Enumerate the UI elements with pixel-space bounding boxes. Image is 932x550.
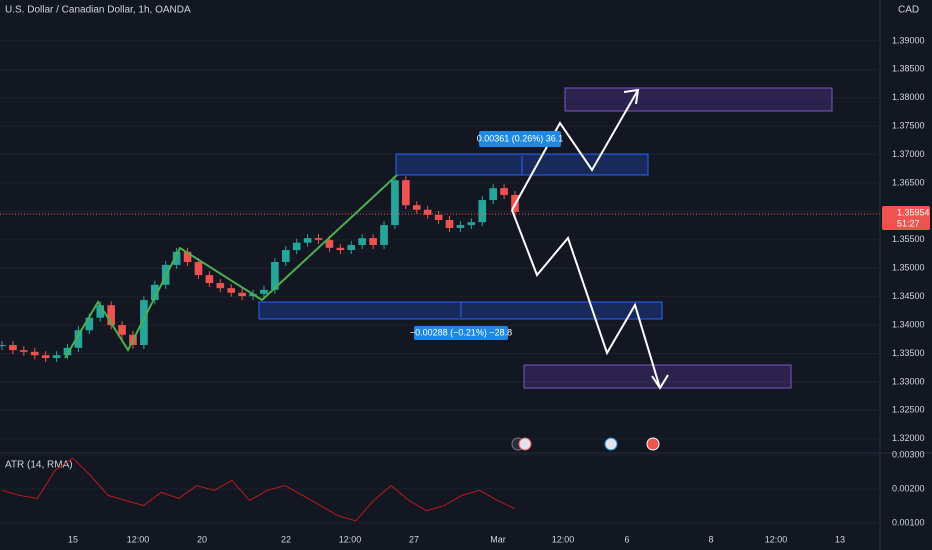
candle <box>140 300 148 346</box>
candle <box>41 355 50 359</box>
candle <box>325 239 334 248</box>
candle <box>336 247 345 251</box>
candle <box>271 262 279 290</box>
candle <box>347 244 356 251</box>
x-tick-label: 12:00 <box>127 534 150 544</box>
chart-title: U.S. Dollar / Canadian Dollar, 1h, OANDA <box>5 5 191 16</box>
event-icon[interactable] <box>604 437 618 451</box>
candle <box>445 219 454 228</box>
candle <box>369 238 377 245</box>
price-tag <box>882 206 930 231</box>
indicator-title: ATR (14, RMA) <box>5 460 73 471</box>
candle <box>303 238 312 243</box>
down-arrow-head <box>651 374 669 390</box>
x-tick-label: Mar <box>490 534 506 544</box>
x-tick-label: 22 <box>281 534 291 544</box>
candle <box>85 317 94 331</box>
candle <box>52 355 61 359</box>
y-tick-label: 0.00300 <box>892 449 925 459</box>
y-tick-label: 1.33000 <box>892 376 925 386</box>
y-tick-label: 1.32500 <box>892 405 925 415</box>
measure-label-bg <box>414 326 508 340</box>
candle <box>172 251 181 265</box>
candle <box>74 330 83 348</box>
y-tick-label: 1.36500 <box>892 177 925 187</box>
y-tick-label: 0.00100 <box>892 517 925 527</box>
price-tag-label: 1.35954 <box>897 207 930 217</box>
x-tick-label: 27 <box>409 534 419 544</box>
y-tick-label: 1.32000 <box>892 433 925 443</box>
measure-label: 0.00361 (0.26%) 36.1 <box>477 133 564 143</box>
y-tick-label: 1.34000 <box>892 319 925 329</box>
up-arrow <box>511 89 639 211</box>
candle <box>9 345 17 351</box>
x-tick-label: 8 <box>708 534 713 544</box>
candle <box>194 262 203 276</box>
y-tick-label: 1.39000 <box>892 35 925 45</box>
currency: CAD <box>898 5 919 16</box>
candle <box>423 209 432 215</box>
candle <box>96 305 105 318</box>
y-tick-label: 1.38500 <box>892 64 925 74</box>
candle <box>63 347 72 356</box>
y-tick-label: 0.00200 <box>892 483 925 493</box>
indicator-line <box>1 457 516 522</box>
candle <box>434 214 443 220</box>
y-tick-label: 1.35000 <box>892 263 925 273</box>
candle <box>30 351 39 356</box>
candle <box>227 288 236 293</box>
candle <box>281 250 290 263</box>
candle <box>380 225 388 245</box>
measure-label: −0.00288 (−0.21%) −28.8 <box>410 327 512 337</box>
candle <box>467 222 476 226</box>
up-arrow-head <box>623 88 640 105</box>
x-tick-label: 13 <box>835 534 845 544</box>
x-tick-label: 12:00 <box>339 534 362 544</box>
candle <box>456 225 465 228</box>
candle <box>260 289 268 294</box>
candle <box>0 345 6 347</box>
y-tick-label: 1.33500 <box>892 348 925 358</box>
candle <box>412 205 421 210</box>
candle <box>391 180 399 226</box>
drawings: 0.00361 (0.26%) 36.1 −0.00288 (−0.21%) −… <box>64 87 833 451</box>
candle <box>314 238 323 240</box>
down-arrow <box>511 209 661 389</box>
y-tick-label: 1.37000 <box>892 149 925 159</box>
y-tick-label: 1.35500 <box>892 234 925 244</box>
y-tick-label: 1.37500 <box>892 121 925 131</box>
y-tick-label: 1.38000 <box>892 92 925 102</box>
x-tick-label: 12:00 <box>552 534 575 544</box>
x-tick-label: 6 <box>624 534 629 544</box>
upper-zone <box>564 87 833 112</box>
candle <box>205 275 214 284</box>
candle <box>183 251 192 263</box>
countdown: 51:27 <box>897 218 920 228</box>
y-tick-label: 1.34500 <box>892 291 925 301</box>
zigzag <box>64 174 398 359</box>
candle <box>292 242 301 251</box>
candle <box>216 283 225 289</box>
event-icon[interactable] <box>646 437 660 451</box>
x-tick-label: 12:00 <box>765 534 788 544</box>
event-icon[interactable] <box>518 437 532 451</box>
candle <box>238 292 246 297</box>
candle <box>20 350 28 352</box>
candle <box>500 188 508 195</box>
candle <box>118 325 126 335</box>
candle <box>402 180 410 206</box>
x-tick-label: 15 <box>68 534 78 544</box>
candle <box>478 200 487 223</box>
x-tick-label: 20 <box>197 534 207 544</box>
candle <box>489 188 497 201</box>
candle <box>107 305 115 326</box>
candle <box>150 284 159 301</box>
measure-label-bg <box>479 131 561 147</box>
candle <box>358 238 367 245</box>
